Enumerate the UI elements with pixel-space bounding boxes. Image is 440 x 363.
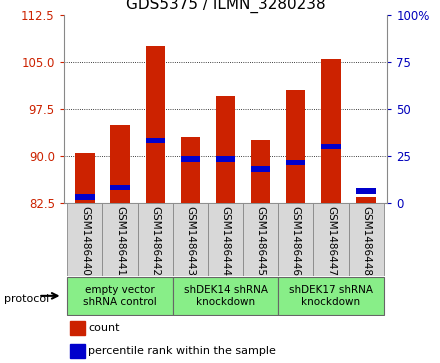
Text: count: count [88,323,120,333]
Bar [216,156,235,162]
Bar [138,203,173,276]
Bar [356,197,376,203]
Bar [110,125,130,203]
Bar [70,344,85,358]
Bar [286,90,305,203]
Bar [103,203,138,276]
Bar [173,203,208,276]
Text: GSM1486444: GSM1486444 [220,206,231,276]
Text: GSM1486447: GSM1486447 [326,206,336,276]
Text: GSM1486443: GSM1486443 [185,206,195,276]
Bar [216,96,235,203]
Bar [67,203,103,276]
Text: GSM1486441: GSM1486441 [115,206,125,276]
Bar [181,156,200,162]
Bar [321,144,341,150]
Bar [75,194,95,200]
Bar [243,203,278,276]
Bar [75,153,95,203]
Bar [146,138,165,143]
Text: GSM1486446: GSM1486446 [291,206,301,276]
Title: GDS5375 / ILMN_3280238: GDS5375 / ILMN_3280238 [126,0,325,13]
Text: GSM1486448: GSM1486448 [361,206,371,276]
Bar [278,277,384,315]
Bar [356,188,376,193]
Bar [181,137,200,203]
Bar [348,203,384,276]
Bar [278,203,313,276]
Text: shDEK14 shRNA
knockdown: shDEK14 shRNA knockdown [183,285,268,307]
Bar [251,140,270,203]
Bar [70,321,85,335]
Bar [286,160,305,165]
Text: protocol: protocol [4,294,50,305]
Bar [251,166,270,171]
Bar [173,277,278,315]
Bar [110,185,130,190]
Bar [321,58,341,203]
Bar [208,203,243,276]
Bar [67,277,173,315]
Text: percentile rank within the sample: percentile rank within the sample [88,346,276,356]
Text: GSM1486445: GSM1486445 [256,206,266,276]
Text: empty vector
shRNA control: empty vector shRNA control [83,285,157,307]
Bar [146,46,165,203]
Text: shDEK17 shRNA
knockdown: shDEK17 shRNA knockdown [289,285,373,307]
Text: GSM1486442: GSM1486442 [150,206,160,276]
Bar [313,203,348,276]
Text: GSM1486440: GSM1486440 [80,206,90,276]
